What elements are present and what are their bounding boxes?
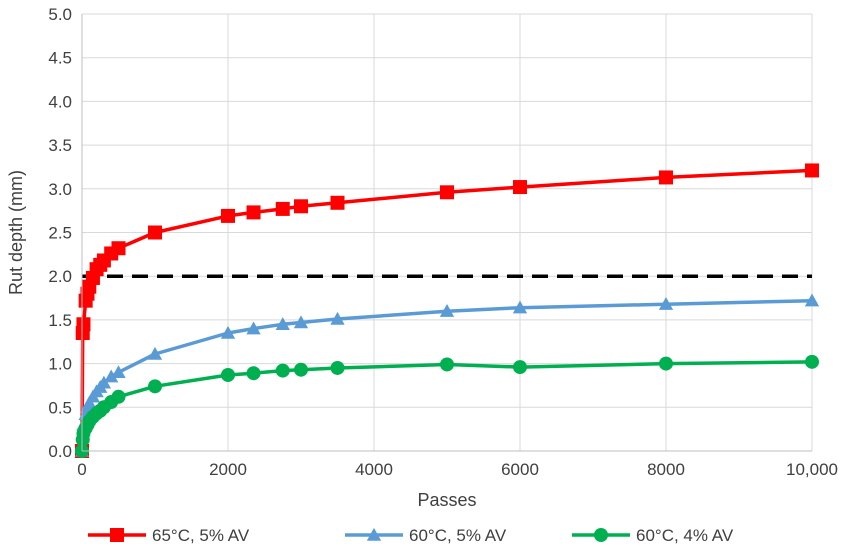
data-point: [104, 369, 119, 383]
data-point: [246, 321, 261, 335]
data-point: [148, 379, 162, 394]
y-tick-label: 1.0: [48, 355, 72, 374]
data-point: [512, 300, 528, 314]
series-2: [74, 293, 820, 457]
data-point: [293, 315, 309, 329]
legend: 65°C, 5% AV 60°C, 5% AV 60°C, 4% AV: [88, 526, 734, 545]
legend-swatch-marker: [366, 527, 382, 541]
axes: [81, 14, 812, 452]
data-point: [439, 304, 455, 317]
data-point: [513, 360, 527, 375]
data-point: [294, 199, 308, 214]
data-point: [275, 201, 290, 216]
data-point: [294, 362, 308, 377]
y-tick-label: 1.5: [48, 311, 72, 330]
data-point: [275, 317, 290, 330]
legend-item: 60°C, 4% AV: [572, 526, 734, 545]
data-point: [96, 375, 112, 389]
legend-swatch-marker: [110, 528, 124, 542]
data-point: [275, 363, 290, 378]
series-group: [74, 163, 820, 458]
data-point: [330, 360, 345, 375]
y-axis-title: Rut depth (mm): [6, 170, 26, 295]
data-point: [221, 367, 235, 382]
data-point: [330, 195, 345, 210]
data-point: [658, 297, 674, 310]
y-tick-label: 3.5: [48, 136, 72, 155]
data-point: [246, 366, 261, 381]
legend-item: 60°C, 5% AV: [345, 526, 507, 545]
data-point: [246, 205, 261, 220]
x-axis-title: Passes: [417, 490, 476, 510]
series-line: [80, 298, 813, 452]
y-tick-label: 0.0: [48, 442, 72, 461]
data-point: [147, 346, 163, 360]
data-point: [805, 354, 819, 369]
data-point: [440, 357, 454, 372]
y-tick-label: 2.5: [48, 224, 72, 243]
gridlines: [82, 13, 813, 451]
data-point: [330, 311, 345, 325]
y-tick-label: 2.0: [48, 267, 72, 286]
data-point: [76, 317, 91, 332]
data-point: [513, 180, 527, 195]
data-point: [440, 185, 454, 200]
legend-label: 60°C, 4% AV: [636, 526, 734, 545]
y-tick-label: 3.0: [48, 180, 72, 199]
y-tick-label: 4.0: [48, 92, 72, 111]
x-tick-label: 4000: [355, 460, 393, 479]
series-3: [75, 354, 819, 458]
x-tick-label: 6000: [501, 460, 539, 479]
x-tick-labels: 0 2000 4000 6000 8000 10,000: [77, 460, 838, 479]
data-point: [659, 170, 673, 185]
y-tick-label: 4.5: [48, 49, 72, 68]
data-point: [804, 293, 820, 307]
x-tick-label: 0: [77, 460, 86, 479]
data-point: [659, 356, 673, 371]
x-tick-label: 10,000: [786, 460, 838, 479]
data-point: [111, 241, 126, 256]
data-point: [805, 163, 819, 178]
legend-swatch-marker: [594, 528, 608, 542]
data-point: [148, 225, 162, 240]
series-line: [80, 360, 813, 452]
y-tick-labels: 0.0 0.5 1.0 1.5 2.0 2.5 3.0 3.5 4.0 4.5 5.0: [48, 5, 72, 461]
data-point: [221, 208, 235, 223]
x-tick-label: 2000: [209, 460, 247, 479]
legend-label: 60°C, 5% AV: [409, 526, 507, 545]
legend-item: 65°C, 5% AV: [88, 526, 250, 545]
data-point: [220, 325, 236, 339]
y-tick-label: 0.5: [48, 398, 72, 417]
data-point: [111, 389, 126, 404]
y-tick-label: 5.0: [48, 5, 72, 24]
legend-label: 65°C, 5% AV: [152, 526, 250, 545]
x-tick-label: 8000: [647, 460, 685, 479]
data-point: [111, 365, 126, 379]
